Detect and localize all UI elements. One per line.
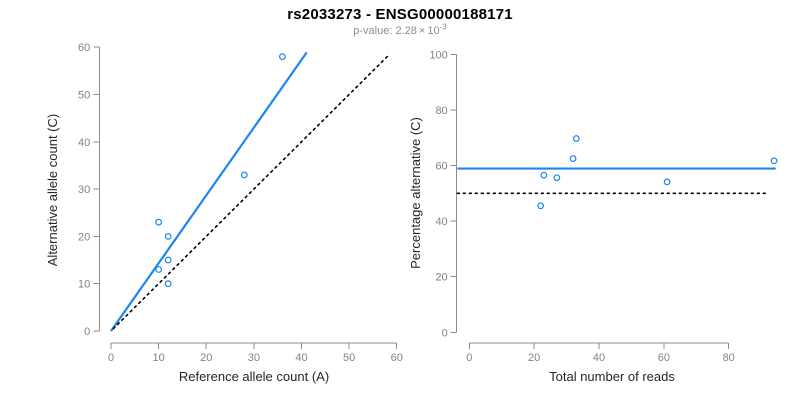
p-value-text: p-value: 2.28 [353, 25, 417, 37]
y-tick-label: 40 [435, 216, 447, 228]
identity-line [112, 53, 391, 330]
p-value-base: 10 [427, 25, 440, 37]
x-tick-label: 30 [248, 352, 260, 364]
y-tick-label: 80 [435, 105, 447, 117]
y-tick-label: 60 [78, 42, 90, 54]
data-point [540, 171, 548, 179]
x-tick-label: 0 [466, 352, 472, 364]
left-y-axis-title: Alternative allele count (C) [45, 114, 60, 266]
left-x-axis-title: Reference allele count (A) [179, 369, 329, 384]
y-tick-label: 10 [78, 279, 90, 291]
y-tick-label: 20 [435, 272, 447, 284]
y-tick-label: 20 [78, 231, 90, 243]
p-value-subtitle: p-value: 2.28 × 10-3 [0, 22, 800, 37]
x-tick-label: 40 [593, 352, 605, 364]
x-tick-label: 40 [295, 352, 307, 364]
x-tick-label: 20 [200, 352, 212, 364]
data-point [155, 266, 163, 273]
x-tick-label: 20 [528, 352, 540, 364]
proportion-fit-line [110, 51, 308, 332]
y-tick-label: 100 [429, 49, 447, 61]
data-point [572, 135, 580, 142]
right-x-axis-title: Total number of reads [549, 369, 675, 384]
figure-title: rs2033273 - ENSG00000188171 [287, 6, 513, 23]
y-tick-label: 50 [78, 90, 90, 102]
y-tick-label: 60 [435, 161, 447, 173]
y-tick-label: 40 [78, 137, 90, 149]
x-tick-label: 60 [391, 352, 403, 364]
x-tick-label: 0 [108, 352, 114, 364]
data-point [164, 256, 172, 264]
y-tick-label: 30 [78, 184, 90, 196]
x-tick-label: 80 [723, 352, 735, 364]
data-point [155, 218, 163, 226]
data-point [569, 155, 577, 162]
data-point [770, 157, 778, 165]
x-tick-label: 50 [343, 352, 355, 364]
multiplication-sign: × [418, 25, 426, 37]
x-tick-label: 60 [658, 352, 670, 364]
data-point [537, 202, 545, 210]
left-scatter-plot: 0 10 20 30 40 50 60 0 10 20 30 40 50 60 [78, 42, 403, 364]
x-tick-label: 10 [152, 352, 164, 364]
right-y-axis-title: Percentage alternative (C) [408, 117, 423, 269]
data-point [279, 53, 286, 61]
y-tick-label: 0 [84, 326, 90, 338]
data-point [164, 232, 172, 240]
data-point [240, 171, 248, 179]
right-scatter-plot: 0 20 40 60 80 0 20 40 60 80 100 [429, 49, 778, 364]
data-point [164, 280, 172, 288]
y-tick-label: 0 [442, 327, 448, 339]
p-value-exponent: -3 [439, 22, 447, 32]
data-point [553, 174, 561, 182]
data-point [663, 178, 671, 186]
